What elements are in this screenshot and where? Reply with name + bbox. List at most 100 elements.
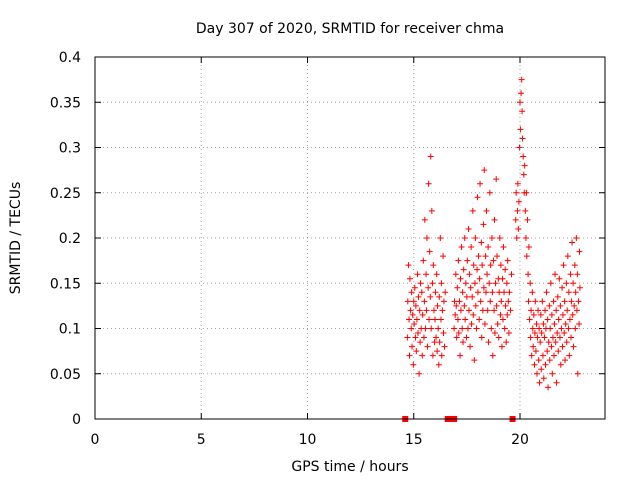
data-point [487,298,494,305]
data-point [559,343,566,350]
data-point [474,194,481,201]
data-point [461,235,468,241]
data-point [539,352,546,359]
data-point [440,253,447,260]
y-tick-label: 0 [72,412,81,428]
data-point [522,235,529,241]
data-point [470,311,477,318]
data-point [469,207,476,214]
data-point [481,167,488,174]
data-point [501,289,508,296]
data-point [487,262,494,269]
data-point [556,334,563,341]
y-tick-label: 0.1 [59,322,81,338]
y-tick-label: 0.2 [59,231,81,247]
data-point [408,289,415,296]
data-point [409,343,416,350]
data-point [491,216,498,223]
data-point [437,316,444,323]
data-point [485,244,492,251]
data-point [530,343,537,350]
data-point [455,330,462,337]
data-point [486,189,493,196]
data-point [482,253,489,260]
chart-title: Day 307 of 2020, SRMTID for receiver chm… [196,21,504,37]
y-tick-label: 0.25 [50,186,81,202]
data-point [422,325,429,332]
data-point [427,293,434,300]
data-point [494,253,501,260]
data-point [506,289,513,296]
data-point [468,320,475,327]
data-point [535,307,542,314]
data-point [474,266,481,273]
data-point [406,275,413,282]
data-point [462,316,469,323]
data-point [433,334,440,341]
data-point [474,289,481,296]
data-point [498,343,505,350]
data-point [466,307,472,314]
data-point [547,280,554,287]
data-point [528,307,535,314]
data-point [406,316,413,323]
data-point [475,253,482,260]
data-point [532,348,539,355]
data-point [545,339,552,346]
data-point [521,162,528,169]
data-point [431,339,438,346]
data-point [435,361,442,368]
data-point [405,262,412,269]
data-point [496,235,503,241]
data-point [419,311,426,318]
data-point [436,293,443,300]
data-point [429,352,436,359]
data-point [519,108,526,115]
x-tick-label: 0 [91,432,100,448]
data-point [438,280,445,287]
data-point [413,316,420,323]
data-point [539,298,546,305]
data-point [469,293,476,300]
data-point [440,330,447,337]
data-point [493,176,500,183]
data-point [543,289,550,296]
data-point [454,316,461,323]
data-point [530,311,537,318]
data-point [534,370,540,377]
data-point [571,302,578,309]
data-point [516,144,523,151]
data-point [566,352,573,359]
data-point [572,325,579,332]
data-point [538,330,545,337]
data-point [438,352,445,359]
data-point [545,384,552,391]
data-point [527,280,534,287]
y-tick-label: 0.05 [50,367,81,383]
data-point [559,284,566,291]
data-point [479,262,486,269]
data-point [505,330,512,337]
data-point [476,275,483,282]
data-point [526,316,533,323]
data-point [554,293,561,300]
data-point [541,334,548,341]
data-point [433,271,440,278]
data-point [484,307,491,314]
data-point [525,298,532,305]
data-point [428,207,435,214]
data-point [462,280,469,287]
data-point [560,262,567,269]
data-point [564,253,571,260]
x-axis-label: GPS time / hours [291,459,408,475]
data-point [423,235,430,241]
data-point [425,284,432,291]
data-point [563,280,570,287]
data-point [423,307,430,314]
data-point [562,320,569,327]
data-point [430,262,437,269]
data-point [540,375,547,382]
data-point [425,180,432,187]
data-point [426,316,433,323]
data-point [551,352,557,359]
